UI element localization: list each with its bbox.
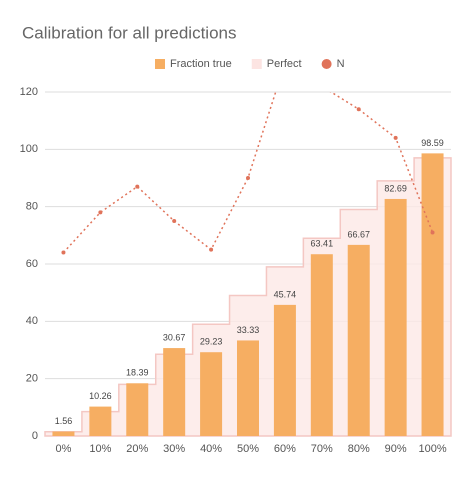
data-label: 82.69: [384, 183, 407, 193]
data-label: 63.41: [311, 239, 334, 249]
bar: [89, 406, 112, 436]
data-label: 29.23: [200, 337, 223, 347]
n-point: [246, 176, 250, 180]
data-label: 66.67: [347, 229, 370, 239]
x-tick-label: 20%: [126, 443, 148, 455]
x-tick-label: 40%: [200, 443, 222, 455]
bar: [310, 254, 333, 436]
bar: [273, 304, 296, 436]
x-tick-label: 60%: [274, 443, 296, 455]
n-line: [62, 92, 434, 254]
n-point: [209, 247, 214, 252]
n-point: [61, 250, 66, 255]
bar: [52, 431, 75, 436]
bar: [384, 198, 407, 436]
n-point: [320, 84, 324, 88]
y-tick-label: 0: [32, 430, 38, 442]
bar: [347, 244, 370, 436]
bar: [163, 348, 186, 436]
bar: [421, 153, 444, 436]
legend-label: N: [337, 58, 345, 70]
y-tick-label: 20: [26, 373, 38, 385]
y-tick-label: 80: [26, 201, 38, 213]
n-point: [393, 135, 398, 140]
n-point: [430, 230, 435, 235]
n-point: [356, 107, 361, 112]
y-tick-label: 120: [20, 86, 38, 98]
legend-label: Fraction true: [170, 58, 232, 70]
data-label: 33.33: [237, 325, 260, 335]
x-tick-label: 90%: [385, 443, 407, 455]
x-tick-label: 30%: [163, 443, 185, 455]
x-tick-label: 70%: [311, 443, 333, 455]
y-tick-label: 60: [26, 258, 38, 270]
n-point: [172, 219, 177, 223]
n-point: [98, 210, 103, 215]
bar: [126, 383, 149, 436]
chart-title: Calibration for all predictions: [22, 23, 237, 42]
data-label: 30.67: [163, 332, 186, 342]
data-label: 98.59: [421, 138, 444, 148]
x-tick-label: 0%: [56, 443, 72, 455]
x-tick-label: 10%: [89, 443, 111, 455]
bar: [237, 340, 259, 436]
x-tick-label: 80%: [348, 443, 370, 455]
data-label: 1.56: [55, 416, 73, 426]
data-label: 18.39: [126, 368, 149, 378]
y-tick-label: 40: [26, 315, 38, 327]
x-tick-label: 100%: [418, 443, 446, 455]
n-series: [61, 84, 435, 255]
y-tick-label: 100: [20, 143, 38, 155]
x-tick-label: 50%: [237, 443, 259, 455]
legend-label: Perfect: [267, 58, 302, 70]
legend-swatch: [321, 59, 332, 69]
data-label: 45.74: [274, 289, 297, 299]
data-label: 10.26: [89, 391, 112, 401]
n-point: [135, 184, 140, 189]
bar: [200, 352, 223, 436]
legend-swatch: [251, 59, 262, 69]
legend-swatch: [155, 59, 165, 69]
